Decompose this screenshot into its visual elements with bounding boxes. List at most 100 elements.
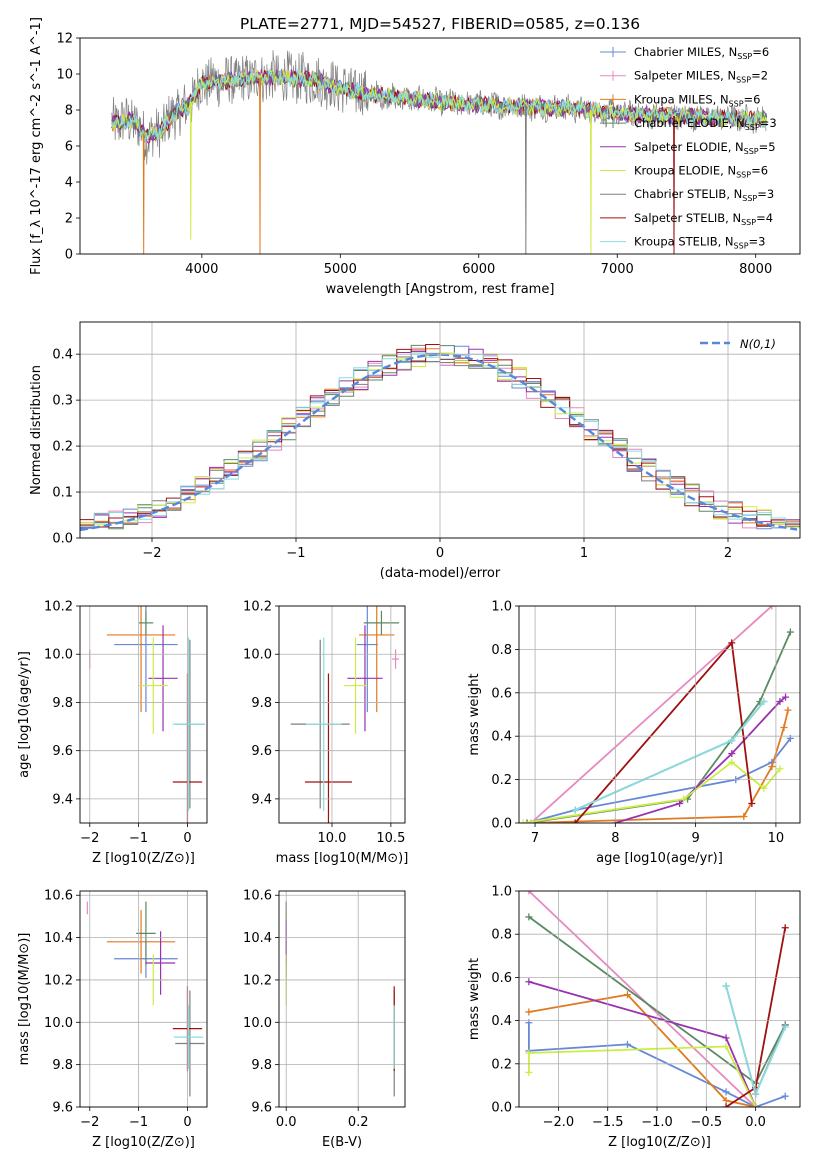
series-marker [722,982,730,990]
series-marker [768,606,776,610]
chart-age-vs-Z: −2 −1 0 9.4 9.6 9.8 10.0 10.2 Z [log10(Z/Z⊙)] age… [17,600,208,866]
series-marker [722,1034,730,1042]
error-bar-point [175,990,205,1097]
legend-name: Salpeter ELODIE, N [634,140,744,154]
plot-area [86,901,205,1097]
chart-mass-vs-Z: −2 −1 0 9.6 9.8 10.0 10.2 10.4 10.6 Z [log10(Z/Z⊙… [17,889,208,1150]
legend-label: N(0,1) [740,337,776,351]
y-tick-label: 0.2 [491,773,512,788]
error-bar-point [173,1005,204,1069]
y-tick-label: 6 [65,140,73,155]
error-bar-point [138,610,154,635]
figure-title: PLATE=2771, MJD=54527, FIBERID=0585, z=0… [240,15,640,33]
legend-nssp: =4 [756,211,773,225]
series-line [528,1022,786,1107]
y-tick-label: 0.6 [491,971,512,986]
spectrum-dip [142,133,145,254]
spectrum-dip [524,106,527,254]
spectrum-line [111,68,767,142]
y-tick-label: 9.4 [251,792,272,807]
x-axis-label: Z [log10(Z/Z⊙)] [92,1135,195,1150]
y-tick-label: 0.8 [491,928,512,943]
x-axis-label: Z [log10(Z/Z⊙)] [608,1135,711,1150]
y-tick-label: 0.0 [52,532,73,547]
series-marker [525,978,533,986]
x-tick-label: −1.5 [592,1115,624,1130]
error-bar-point [347,625,383,732]
x-axis-label: mass [log10(M/M⊙)] [276,851,409,866]
legend-name: Salpeter STELIB, N [634,211,741,225]
y-tick-label: 9.6 [52,744,73,759]
x-tick-label: −0.5 [691,1115,723,1130]
series-marker [776,765,784,773]
series-marker [781,924,789,932]
series-marker [527,819,535,823]
series-marker [722,1097,730,1105]
y-tick-label: 10.6 [44,889,73,904]
x-tick-label: 7 [531,831,539,846]
legend-subscript: SSP [729,99,744,108]
y-tick-label: 10.4 [44,931,73,946]
series-marker [525,1008,533,1016]
error-bar-point [304,673,353,823]
x-tick-label: 7000 [601,262,634,277]
series-marker [780,724,788,732]
chart-spectrum: 4000 5000 6000 7000 8000 0 2 4 6 8 10 12 wavelength … [29,17,801,297]
y-tick-label: 10.0 [243,1016,272,1031]
y-tick-label: 0.8 [491,643,512,658]
y-tick-label: 10.4 [243,931,272,946]
y-tick-label: 10.2 [44,973,73,988]
x-tick-label: −2 [80,831,99,846]
x-tick-label: 5000 [324,262,357,277]
legend-nssp: =6 [752,45,769,59]
x-tick-label: 6000 [462,262,495,277]
x-tick-label: 0.0 [745,1115,766,1130]
x-axis-label: Z [log10(Z/Z⊙)] [92,851,195,866]
series-marker [768,763,776,771]
axes-frame [79,605,208,824]
axes-frame [518,890,801,1108]
series-marker [525,913,533,921]
y-axis-label: mass weight [467,958,482,1040]
y-tick-label: 0.2 [491,1057,512,1072]
y-tick-label: 0.3 [52,394,73,409]
series-line [574,700,765,811]
y-tick-label: 0.4 [491,730,512,745]
series-marker [519,819,527,823]
error-bar-point [145,931,176,995]
x-tick-label: 9 [691,831,699,846]
series-marker [748,799,756,807]
axes-frame [79,37,801,255]
y-tick-label: 0 [65,248,73,263]
y-axis-label: mass weight [467,673,482,755]
series-marker [760,784,768,792]
x-axis-label: (data-model)/error [380,566,501,581]
legend-name: Kroupa STELIB, N [634,235,734,249]
y-tick-label: 2 [65,212,73,227]
axes-frame [518,605,801,824]
spectrum-dip [259,77,261,254]
error-bar-point [392,649,400,669]
y-tick-label: 0.0 [491,1101,512,1116]
series-marker [782,693,790,701]
y-tick-label: 9.8 [251,1058,272,1073]
y-tick-label: 10.6 [243,889,272,904]
y-tick-label: 9.6 [251,744,272,759]
y-tick-label: 0.4 [52,348,73,363]
legend-item-label: Kroupa MILES, NSSP=6 [634,92,760,108]
legend-item-label: Salpeter ELODIE, NSSP=5 [634,140,776,156]
spectrum-dip [673,116,675,254]
x-tick-label: 10.0 [318,831,347,846]
legend-subscript: SSP [736,76,751,85]
y-tick-label: 8 [65,104,73,119]
plot-area [285,901,395,1097]
legend-item-label: Chabrier STELIB, NSSP=3 [634,187,774,203]
error-bar-point [138,637,168,734]
y-tick-label: 9.8 [52,696,73,711]
x-tick-label: −2 [80,1115,99,1130]
series-marker [781,1092,789,1100]
series-marker [740,812,748,820]
chart-massweight-vs-age: 7 8 9 10 0.0 0.2 0.4 0.6 0.8 1.0 age [log10(age/yr… [467,600,801,866]
